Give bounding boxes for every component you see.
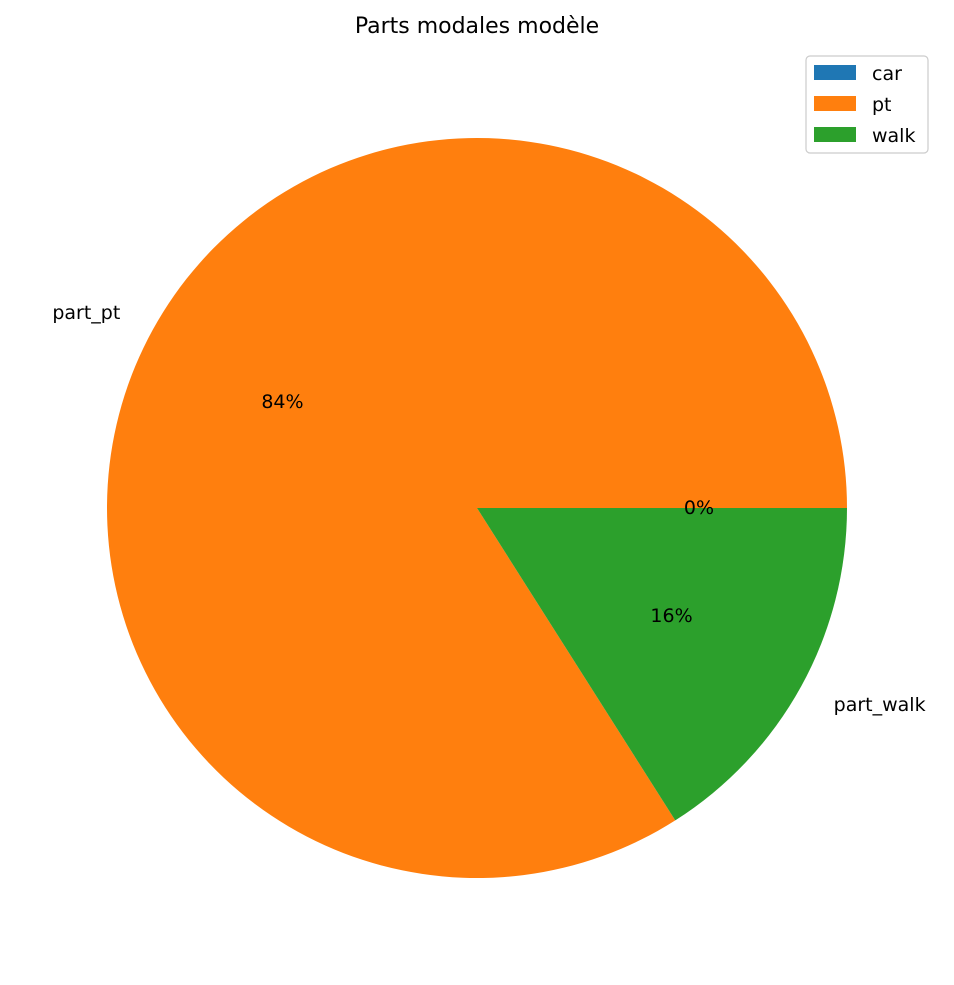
pie-percent-walk: 16%	[650, 605, 692, 627]
legend: car pt walk	[805, 55, 929, 154]
pie-label-pt: part_pt	[52, 302, 120, 324]
legend-label-pt: pt	[872, 94, 892, 116]
pie-slice-walk	[477, 508, 847, 821]
pie-labels: part_pt 84% part_walk 16%	[52, 302, 925, 716]
pie-slices	[107, 137, 847, 878]
legend-label-walk: walk	[872, 125, 915, 147]
pie-slice-pt	[107, 137, 847, 878]
legend-swatch-walk	[814, 127, 856, 142]
legend-label-car: car	[872, 63, 902, 85]
legend-swatch-car	[814, 65, 856, 80]
pie-zero-percent-label: 0%	[684, 497, 714, 519]
chart-title: Parts modales modèle	[355, 14, 599, 39]
legend-swatch-pt	[814, 96, 856, 111]
pie-percent-pt: 84%	[261, 391, 303, 413]
pie-label-walk: part_walk	[834, 694, 926, 716]
